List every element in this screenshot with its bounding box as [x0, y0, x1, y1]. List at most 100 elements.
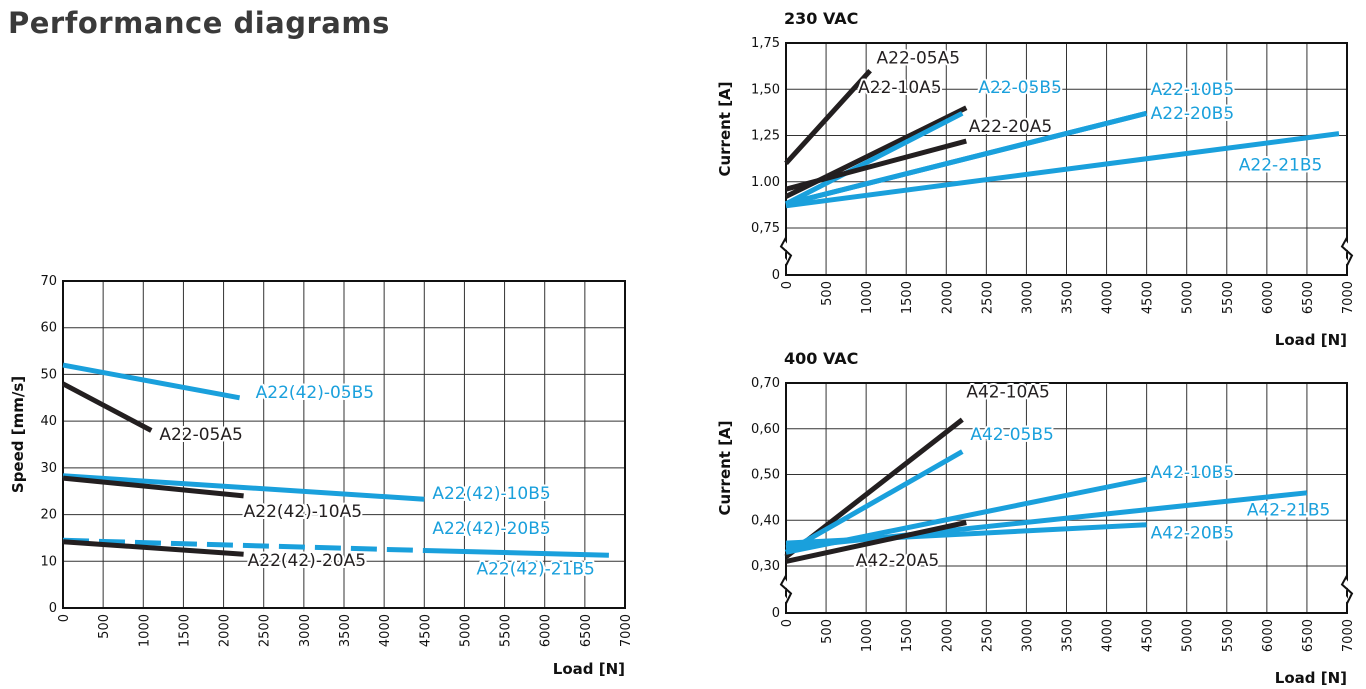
y-tick-label: 1,25 — [751, 129, 780, 144]
x-tick-label: 5500 — [1221, 281, 1236, 314]
series-label: A22(42)-10B5 — [432, 484, 550, 504]
x-tick-label: 5500 — [1221, 619, 1236, 652]
x-tick-label: 7000 — [1341, 619, 1356, 652]
y-tick-label: 0,40 — [751, 513, 780, 528]
series-line — [785, 522, 1147, 546]
x-tick-label: 0 — [780, 619, 795, 627]
y-tick-label: 1,75 — [751, 36, 780, 51]
x-axis-label: Load [N] — [1275, 331, 1347, 349]
y-tick-label: 0,75 — [751, 221, 780, 236]
x-tick-label: 1000 — [137, 614, 152, 647]
plot-frame — [62, 280, 626, 609]
x-tick-label: 4500 — [418, 614, 433, 647]
x-tick-label: 2000 — [218, 614, 233, 647]
x-tick-label: 4000 — [1101, 619, 1116, 652]
x-tick-label: 500 — [97, 614, 112, 639]
x-tick-label: 4500 — [1141, 281, 1156, 314]
series-line — [785, 520, 967, 564]
y-tick-label: 0,60 — [751, 422, 780, 437]
chart-title: 400 VAC — [784, 349, 858, 368]
series-line — [785, 110, 1148, 207]
y-tick-label: 60 — [40, 321, 57, 336]
x-tick-label: 6000 — [539, 614, 554, 647]
x-tick-label: 6000 — [1261, 619, 1276, 652]
chart-current230: 1,75 1,50 1,25 1.00 0,75 00 500 1000 1500 2000 250… — [716, 9, 1356, 349]
series-label: A42-20A5 — [856, 551, 939, 571]
series-label: A22-20B5 — [1151, 104, 1235, 124]
y-tick-label: 20 — [40, 508, 57, 523]
x-tick-label: 500 — [820, 619, 835, 644]
y-tick-label: 0,30 — [751, 559, 780, 574]
x-tick-label: 1500 — [900, 281, 915, 314]
series-label: A22(42)-10A5 — [244, 502, 362, 522]
x-tick-label: 1000 — [860, 281, 875, 314]
x-axis-label: Load [N] — [1275, 669, 1347, 687]
x-tick-label: 3000 — [298, 614, 313, 647]
x-tick-label: 500 — [820, 281, 835, 306]
x-tick-label: 5000 — [458, 614, 473, 647]
series-line — [784, 111, 964, 207]
chart-speed: 0 10 20 30 40 50 60 70 0 500 1000 1500 2000 2500 3000 3… — [9, 274, 634, 678]
x-tick-label: 6500 — [1301, 281, 1316, 314]
series-label: A42-05B5 — [970, 425, 1054, 445]
x-tick-label: 2500 — [980, 619, 995, 652]
x-tick-label: 5000 — [1181, 619, 1196, 652]
y-tick-label: 0,50 — [751, 468, 780, 483]
x-axis-label: Load [N] — [553, 660, 625, 678]
series-label: A22(42)-05B5 — [256, 383, 374, 403]
series-line — [784, 69, 872, 165]
x-tick-label: 0 — [57, 614, 72, 622]
x-tick-label: 4000 — [1101, 281, 1116, 314]
x-tick-label: 2500 — [258, 614, 273, 647]
plot-frame — [785, 382, 1348, 614]
series-line — [62, 362, 241, 401]
y-tick-label: 10 — [40, 554, 57, 569]
series-label: A42-10A5 — [966, 383, 1049, 403]
series-label: A22-21B5 — [1239, 156, 1323, 176]
series-label: A42-20B5 — [1151, 524, 1235, 544]
series-line — [784, 449, 964, 555]
y-tick-label: 50 — [40, 367, 57, 382]
series-line — [62, 537, 425, 553]
series-line — [785, 131, 1340, 209]
series-label: A22(42)-20A5 — [248, 551, 366, 571]
y-tick-label: 0 — [772, 268, 780, 283]
x-tick-label: 2000 — [940, 281, 955, 314]
series-label: A42-10B5 — [1151, 463, 1235, 483]
x-tick-label: 1500 — [177, 614, 192, 647]
x-tick-label: 2000 — [940, 619, 955, 652]
x-tick-label: 3000 — [1020, 619, 1035, 652]
y-tick-label: 70 — [40, 274, 57, 289]
x-tick-label: 3500 — [1061, 619, 1076, 652]
y-tick-label: 0,70 — [751, 376, 780, 391]
series-label: A42-21B5 — [1247, 501, 1331, 521]
series-line — [62, 539, 244, 557]
axis-break-mark — [1340, 575, 1354, 604]
x-tick-label: 3500 — [1061, 281, 1076, 314]
series-line — [62, 475, 244, 499]
x-tick-label: 6500 — [1301, 619, 1316, 652]
x-tick-label: 0 — [780, 281, 795, 289]
x-tick-label: 7000 — [619, 614, 634, 647]
y-tick-label: 40 — [40, 414, 57, 429]
y-axis-label: Current [A] — [716, 420, 734, 515]
x-tick-label: 4500 — [1141, 619, 1156, 652]
x-tick-label: 3000 — [1020, 281, 1035, 314]
x-tick-label: 7000 — [1341, 281, 1356, 314]
x-tick-label: 2500 — [980, 281, 995, 314]
y-tick-label: 0 — [772, 606, 780, 621]
series-label: A22-10B5 — [1151, 80, 1235, 100]
page-title: Performance diagrams — [8, 6, 390, 40]
series-label: A22-20A5 — [969, 117, 1052, 137]
x-tick-label: 6500 — [579, 614, 594, 647]
x-tick-label: 1500 — [900, 619, 915, 652]
axis-break-mark — [1340, 237, 1354, 266]
y-tick-label: 1,50 — [751, 82, 780, 97]
y-axis-label: Speed [mm/s] — [9, 376, 27, 493]
x-tick-label: 1000 — [860, 619, 875, 652]
series-line — [61, 381, 153, 433]
x-tick-label: 6000 — [1261, 281, 1276, 314]
y-axis-label: Current [A] — [716, 81, 734, 176]
x-tick-label: 3500 — [338, 614, 353, 647]
